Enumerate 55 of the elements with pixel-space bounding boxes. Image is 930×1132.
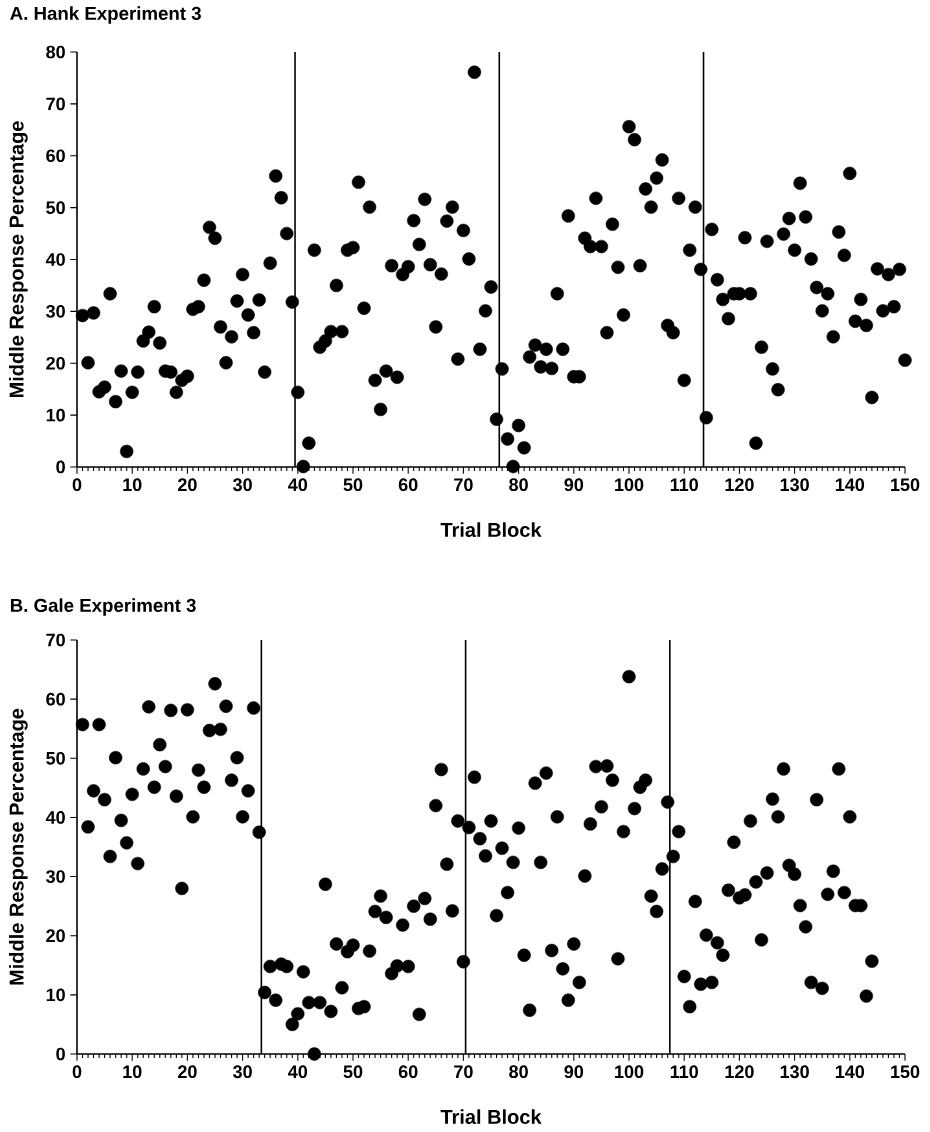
x-tick-label: 20 [178, 478, 197, 492]
x-tick-label: 110 [670, 478, 698, 492]
y-tick-label: 60 [46, 692, 65, 706]
x-tick-label: 60 [398, 478, 418, 492]
x-tick-label: 40 [288, 478, 308, 492]
y-tick-label: 60 [46, 149, 65, 163]
y-tick-label: 70 [46, 633, 65, 647]
x-tick-label: 70 [454, 478, 473, 492]
y-axis-title: Middle Response Percentage [8, 121, 28, 398]
x-axis-title: Trial Block [440, 1109, 542, 1124]
x-tick-label: 90 [564, 1065, 584, 1079]
x-tick-label: 80 [509, 478, 528, 492]
x-tick-label: 130 [780, 1065, 809, 1079]
y-tick-label: 0 [56, 1047, 65, 1061]
x-tick-label: 100 [615, 478, 644, 492]
x-tick-label: 130 [780, 478, 809, 492]
x-tick-label: 150 [891, 478, 920, 492]
y-tick-label: 80 [46, 45, 65, 59]
chart-title: B. Gale Experiment 3 [10, 598, 196, 616]
x-tick-label: 70 [454, 1065, 473, 1079]
x-tick-label: 120 [725, 1065, 754, 1079]
y-tick-label: 10 [46, 988, 65, 1002]
y-tick-label: 50 [46, 201, 65, 214]
y-tick-label: 0 [56, 460, 65, 474]
x-tick-label: 50 [343, 1065, 363, 1079]
x-tick-label: 90 [564, 478, 584, 492]
y-tick-label: 70 [46, 97, 65, 111]
y-tick-label: 40 [45, 253, 65, 266]
x-tick-label: 140 [835, 1065, 865, 1079]
x-tick-label: 140 [835, 478, 865, 492]
x-tick-label: 120 [725, 478, 754, 492]
x-tick-label: 150 [891, 1065, 920, 1079]
y-tick-label: 20 [46, 356, 65, 370]
x-tick-label: 40 [288, 1065, 308, 1079]
x-tick-label: 10 [123, 478, 142, 492]
x-tick-label: 30 [233, 1065, 252, 1079]
x-tick-label: 80 [509, 1065, 528, 1079]
x-tick-label: 30 [233, 478, 252, 492]
y-axis-title: Middle Response Percentage [8, 708, 28, 985]
y-tick-label: 20 [46, 929, 65, 943]
x-tick-label: 20 [178, 1065, 197, 1079]
x-tick-label: 60 [398, 1065, 418, 1079]
x-tick-label: 10 [123, 1065, 142, 1079]
chart-title: A. Hank Experiment 3 [10, 6, 201, 24]
x-tick-label: 0 [72, 478, 82, 492]
y-tick-label: 50 [46, 751, 65, 765]
y-tick-label: 30 [46, 304, 65, 318]
y-tick-label: 40 [45, 811, 65, 824]
x-axis-title: Trial Block [440, 522, 542, 537]
x-tick-label: 100 [615, 1065, 644, 1079]
y-tick-label: 30 [46, 870, 65, 883]
x-tick-label: 110 [670, 1065, 698, 1079]
x-tick-label: 50 [343, 478, 363, 492]
x-tick-label: 0 [72, 1065, 82, 1079]
y-tick-label: 10 [46, 408, 65, 422]
